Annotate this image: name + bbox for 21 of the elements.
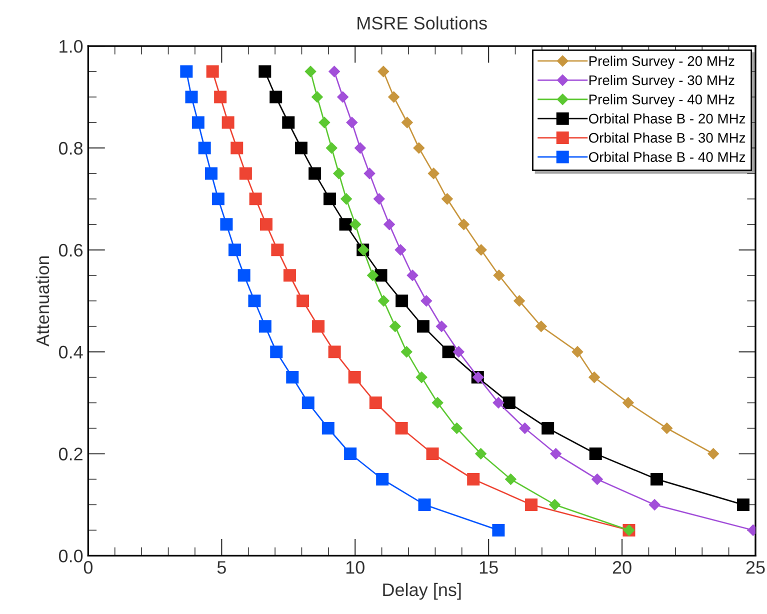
y-tick-label: 1.0: [60, 40, 83, 53]
x-axis-title: Delay [ns]: [383, 582, 461, 600]
y-tick-label: 0.8: [58, 142, 83, 155]
x-tick-label: 5: [217, 561, 226, 574]
x-tick-label: 0: [84, 561, 93, 574]
legend-label: Orbital Phase B - 40 MHz: [588, 152, 746, 162]
legend-label: Orbital Phase B - 20 MHz: [588, 113, 746, 124]
y-tick-label: 0.2: [58, 448, 82, 460]
legend-label: Prelim Survey - 30 MHz: [589, 74, 734, 88]
legend-label: Orbital Phase B - 30 MHz: [588, 132, 746, 143]
x-tick-label: 15: [480, 561, 498, 574]
x-tick-label: 25: [746, 561, 765, 574]
y-tick-label: 0.4: [58, 346, 83, 359]
x-tick-label: 10: [346, 561, 364, 574]
y-tick-label: 0.0: [58, 550, 83, 562]
legend-label: Prelim Survey - 40 MHz: [589, 94, 734, 108]
legend-label: Prelim Survey - 20 MHz: [589, 56, 734, 69]
y-axis-title: Attenuation: [36, 256, 50, 346]
y-tick-label: 0.6: [58, 244, 83, 257]
chart-title: MSRE Solutions: [358, 16, 487, 30]
x-tick-label: 20: [612, 561, 632, 574]
